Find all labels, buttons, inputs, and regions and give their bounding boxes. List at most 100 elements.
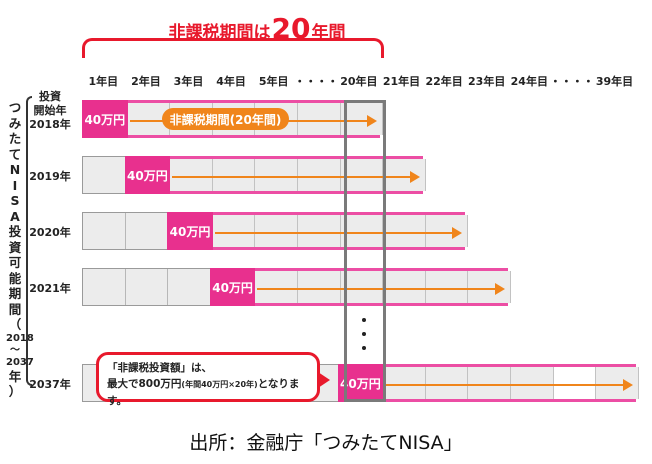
row-label-line: 投資	[39, 90, 61, 103]
callout-pointer	[318, 372, 330, 388]
arrow-head-icon	[409, 171, 420, 183]
row-label: 2037年	[22, 376, 78, 392]
arrow-head-icon	[622, 379, 633, 391]
vertical-label-char: ）	[8, 384, 22, 399]
year-cell	[170, 159, 213, 191]
continuation-dot	[362, 346, 366, 350]
year-cell	[83, 157, 126, 193]
tax-free-span: 40万円	[124, 156, 426, 194]
column-header: 3年目	[173, 75, 204, 88]
continuation-dot	[362, 332, 366, 336]
vertical-label-char: 年	[8, 368, 22, 384]
year-cell	[510, 367, 554, 399]
annual-amount-box: 40万円	[124, 156, 171, 194]
row-label: 投資 開始年 2018年	[22, 90, 78, 132]
arrow-head-icon	[494, 283, 505, 295]
pre-start-cells	[82, 212, 169, 250]
vertical-label-char: た	[8, 131, 22, 146]
tax-free-period-bracket	[82, 38, 384, 58]
period-arrow-line	[214, 232, 453, 234]
column-header: 22年目	[425, 75, 463, 88]
row-label: 2019年	[22, 168, 78, 184]
source-caption: 出所：金融庁「つみたてNISA」	[189, 432, 463, 454]
row-label-line: 2019年	[29, 170, 71, 183]
year-cell	[125, 213, 169, 249]
vertical-label-char: 間	[8, 301, 22, 317]
year-cell	[255, 159, 298, 191]
column-header: 2年目	[131, 75, 161, 88]
year-cell	[425, 367, 469, 399]
row-label-line: 2037年	[29, 378, 71, 391]
year-cell	[297, 103, 341, 135]
vertical-label-char: つ	[8, 100, 22, 115]
annual-amount-box: 40万円	[209, 268, 256, 306]
year-20-highlight-column	[344, 100, 386, 402]
callout-line2: 最大で800万円(年間40万円×20年)となります。	[107, 376, 309, 409]
vertical-label-char: 2037	[6, 356, 34, 368]
period-arrow-line	[385, 384, 623, 386]
year-cell	[168, 269, 211, 305]
vertical-label-char: 能	[8, 270, 22, 286]
pre-start-cells	[82, 156, 126, 194]
vertical-axis-label: つみたて N I S A 投資可能期間（2018 〜 2037 年）	[6, 100, 34, 400]
annual-amount-box: 40万円	[82, 100, 128, 138]
row-label: 2020年	[22, 224, 78, 240]
tax-free-span: 40万円	[209, 268, 511, 306]
year-cell	[340, 159, 384, 191]
tax-free-span: 40万円 非課税期間(20年間)	[82, 100, 384, 138]
tax-free-span: 40万円	[167, 212, 469, 250]
year-cell	[255, 215, 298, 247]
year-cell	[383, 271, 426, 303]
year-cell	[553, 367, 597, 399]
vertical-brace	[26, 96, 32, 386]
vertical-label-char: （	[8, 317, 22, 332]
year-cell	[383, 215, 426, 247]
arrow-head-icon	[367, 115, 378, 127]
year-cell	[212, 215, 256, 247]
year-cell	[83, 269, 126, 305]
callout-line1: 「非課税投資額」は、	[107, 362, 212, 374]
period-arrow-line	[172, 176, 410, 178]
row-label: 2021年	[22, 280, 78, 296]
vertical-label-char: 期	[8, 286, 22, 301]
vertical-label-char: 資	[8, 239, 22, 255]
year-cell	[297, 215, 341, 247]
vertical-label-char: N	[9, 162, 21, 177]
column-header: 5年目	[258, 75, 289, 88]
period-arrow-line	[257, 288, 495, 290]
row-label-line: 2021年	[29, 282, 71, 295]
year-cell	[125, 269, 169, 305]
column-header: 20年目	[340, 75, 378, 88]
column-header: ・・・・	[294, 75, 339, 88]
column-header: 4年目	[216, 75, 246, 88]
callout-line2-main: 最大で800万円	[107, 378, 182, 390]
continuation-dot	[362, 318, 366, 322]
vertical-label-char: 可	[8, 255, 22, 270]
year-cell	[297, 271, 341, 303]
vertical-label-char: て	[8, 146, 22, 162]
row-label-line: 2020年	[29, 226, 71, 239]
arrow-head-icon	[452, 227, 463, 239]
callout-line2-note: (年間40万円×20年)	[181, 380, 258, 389]
callout-line2-end: となります。	[107, 378, 300, 407]
vertical-label-char: 2018	[6, 332, 34, 344]
tax-free-span: 40万円	[337, 364, 639, 402]
year-cell	[425, 271, 469, 303]
year-cell	[340, 271, 384, 303]
vertical-label-char: S	[10, 193, 20, 208]
column-header: 23年目	[468, 75, 506, 88]
callout-box: 「非課税投資額」は、 最大で800万円(年間40万円×20年)となります。	[96, 352, 320, 407]
vertical-label-char: 投	[8, 224, 22, 239]
pre-start-cells	[82, 268, 211, 306]
year-cell	[83, 213, 126, 249]
year-cell	[383, 367, 426, 399]
vertical-label-char: 〜	[10, 344, 20, 356]
year-cell	[340, 215, 384, 247]
column-header: 24年目	[510, 75, 548, 88]
vertical-label-char: A	[10, 208, 20, 224]
vertical-label-char: I	[12, 177, 18, 193]
year-cell	[297, 159, 341, 191]
year-cell	[212, 159, 256, 191]
row-label-line: 開始年	[33, 104, 67, 117]
